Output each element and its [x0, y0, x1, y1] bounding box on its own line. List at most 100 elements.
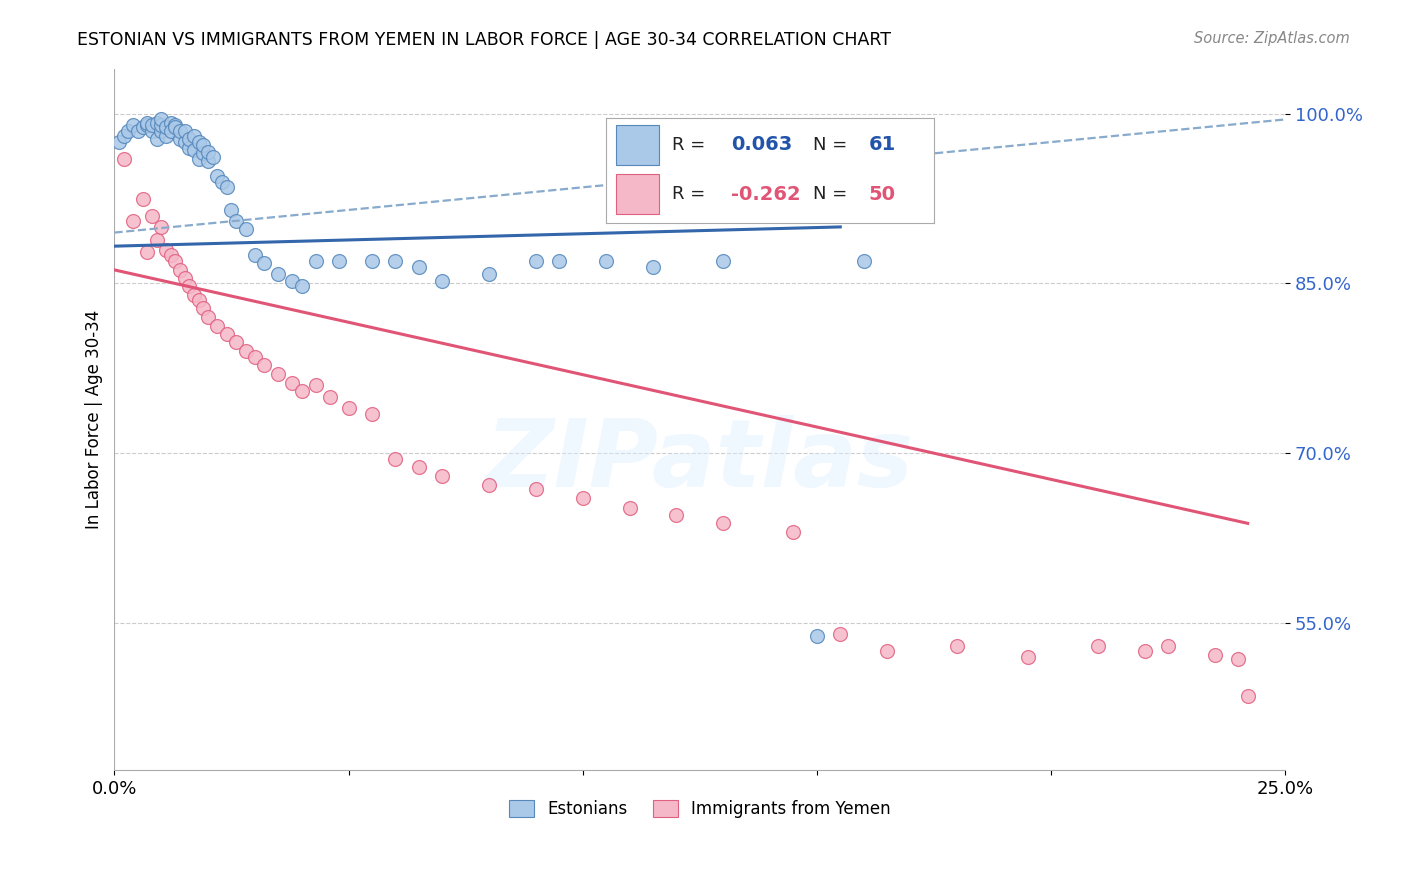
Point	[361, 253, 384, 268]
Point	[187, 135, 209, 149]
Point	[173, 270, 195, 285]
Point	[173, 124, 195, 138]
Point	[1133, 644, 1156, 658]
Point	[179, 131, 201, 145]
Point	[136, 244, 159, 259]
Point	[1087, 639, 1109, 653]
Point	[305, 378, 328, 392]
Point	[571, 491, 593, 506]
Point	[243, 248, 266, 262]
Point	[852, 253, 875, 268]
Point	[548, 253, 571, 268]
Point	[225, 335, 247, 350]
Point	[201, 150, 224, 164]
Point	[361, 407, 384, 421]
Point	[150, 118, 173, 132]
Point	[145, 234, 167, 248]
Point	[155, 120, 177, 135]
Point	[145, 131, 167, 145]
Point	[432, 274, 454, 288]
Point	[267, 268, 290, 282]
Point	[159, 248, 181, 262]
Point	[478, 268, 501, 282]
Point	[193, 146, 215, 161]
Point	[641, 260, 664, 274]
Point	[1227, 652, 1250, 666]
Point	[328, 253, 350, 268]
Point	[221, 202, 243, 217]
Point	[136, 118, 159, 132]
Point	[141, 209, 163, 223]
Point	[946, 639, 969, 653]
Point	[305, 253, 328, 268]
Point	[165, 118, 187, 132]
Y-axis label: In Labor Force | Age 30-34: In Labor Force | Age 30-34	[86, 310, 103, 529]
Point	[187, 293, 209, 308]
Point	[150, 124, 173, 138]
Point	[141, 118, 163, 132]
Point	[432, 468, 454, 483]
Point	[225, 214, 247, 228]
Point	[197, 145, 219, 160]
Point	[169, 263, 191, 277]
Point	[782, 525, 804, 540]
Point	[281, 376, 304, 390]
Point	[197, 310, 219, 325]
Point	[193, 301, 215, 316]
Point	[1017, 649, 1039, 664]
Point	[319, 390, 342, 404]
Point	[183, 287, 205, 301]
Point	[235, 344, 257, 359]
Point	[384, 451, 406, 466]
Point	[267, 367, 290, 381]
Point	[179, 141, 201, 155]
Point	[384, 253, 406, 268]
Point	[337, 401, 360, 415]
Point	[711, 516, 734, 531]
Point	[165, 253, 187, 268]
Point	[1204, 648, 1226, 662]
Point	[1157, 639, 1180, 653]
Point	[173, 135, 195, 149]
Point	[408, 459, 430, 474]
Point	[169, 131, 191, 145]
Point	[524, 483, 547, 497]
Point	[876, 644, 898, 658]
Point	[150, 219, 173, 234]
Point	[150, 112, 173, 127]
Point	[253, 256, 276, 270]
Point	[291, 384, 314, 398]
Point	[165, 120, 187, 135]
Point	[159, 124, 181, 138]
Point	[291, 278, 314, 293]
Point	[243, 350, 266, 364]
Point	[183, 129, 205, 144]
Point	[665, 508, 688, 523]
Point	[207, 169, 229, 183]
Point	[183, 143, 205, 157]
Point	[155, 243, 177, 257]
Point	[1236, 690, 1258, 704]
Point	[187, 152, 209, 166]
Point	[211, 175, 233, 189]
Point	[215, 180, 238, 194]
Point	[207, 319, 229, 334]
Point	[141, 124, 163, 138]
Point	[155, 129, 177, 144]
Text: ZIPatlas: ZIPatlas	[485, 416, 914, 508]
Point	[524, 253, 547, 268]
Point	[215, 327, 238, 342]
Point	[108, 135, 131, 149]
Point	[136, 116, 159, 130]
Point	[193, 138, 215, 153]
Point	[595, 253, 617, 268]
Point	[112, 129, 135, 144]
Legend: Estonians, Immigrants from Yemen: Estonians, Immigrants from Yemen	[502, 793, 897, 825]
Point	[131, 120, 153, 135]
Point	[830, 627, 852, 641]
Point	[169, 124, 191, 138]
Point	[122, 118, 145, 132]
Point	[131, 192, 153, 206]
Point	[145, 116, 167, 130]
Point	[408, 260, 430, 274]
